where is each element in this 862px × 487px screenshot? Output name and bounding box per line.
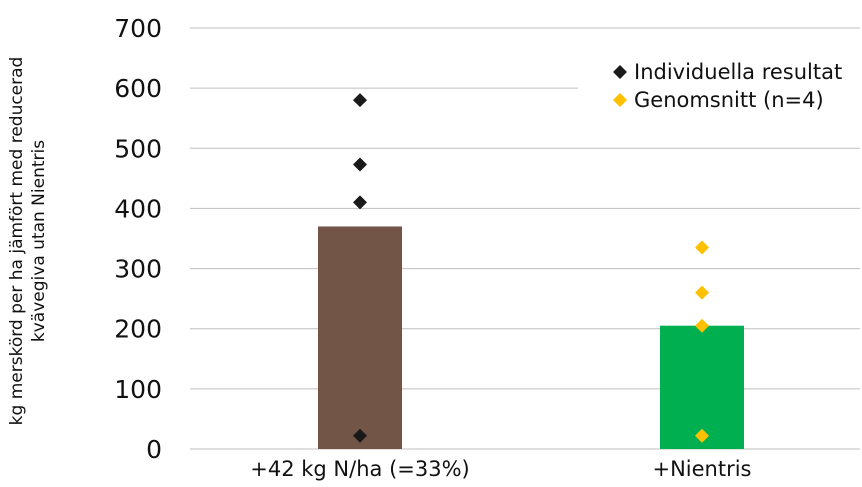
data-point-marker — [353, 195, 367, 210]
y-tick-label: 300 — [114, 255, 162, 284]
y-tick-label: 200 — [114, 315, 162, 344]
data-point-marker — [695, 428, 709, 443]
y-tick-label: 0 — [146, 435, 162, 464]
x-tick-label: +Nientris — [652, 457, 751, 481]
grid-lines — [190, 27, 860, 450]
bars — [318, 226, 744, 449]
y-axis-ticks: 0 100 200 300 400 500 600 700 — [114, 14, 162, 464]
y-tick-label: 700 — [114, 14, 162, 43]
legend-label: Genomsnitt (n=4) — [634, 88, 824, 112]
data-points — [353, 93, 709, 443]
y-axis-label: kg merskörd per ha jämfört med reducerad… — [7, 57, 49, 426]
x-axis-ticks: +42 kg N/ha (=33%) +Nientris — [250, 457, 751, 481]
data-point-marker — [353, 428, 367, 443]
bar — [660, 325, 744, 449]
y-axis-label-line-1: kg merskörd per ha jämfört med reducerad — [7, 57, 27, 426]
data-point-marker — [695, 285, 709, 300]
legend: Individuella resultat Genomsnitt (n=4) — [613, 60, 842, 112]
x-tick-label: +42 kg N/ha (=33%) — [250, 457, 469, 481]
legend-label: Individuella resultat — [634, 60, 842, 84]
y-tick-label: 600 — [114, 74, 162, 103]
legend-marker — [613, 65, 627, 79]
bar — [318, 226, 402, 449]
data-point-marker — [353, 157, 367, 172]
y-tick-label: 500 — [114, 134, 162, 163]
y-tick-label: 100 — [114, 375, 162, 404]
data-point-marker — [695, 240, 709, 255]
legend-marker — [613, 93, 627, 107]
data-point-marker — [353, 93, 367, 108]
y-axis-label-line-2: kvävegiva utan Nientris — [29, 140, 49, 342]
y-tick-label: 400 — [114, 194, 162, 223]
data-point-marker — [695, 318, 709, 333]
